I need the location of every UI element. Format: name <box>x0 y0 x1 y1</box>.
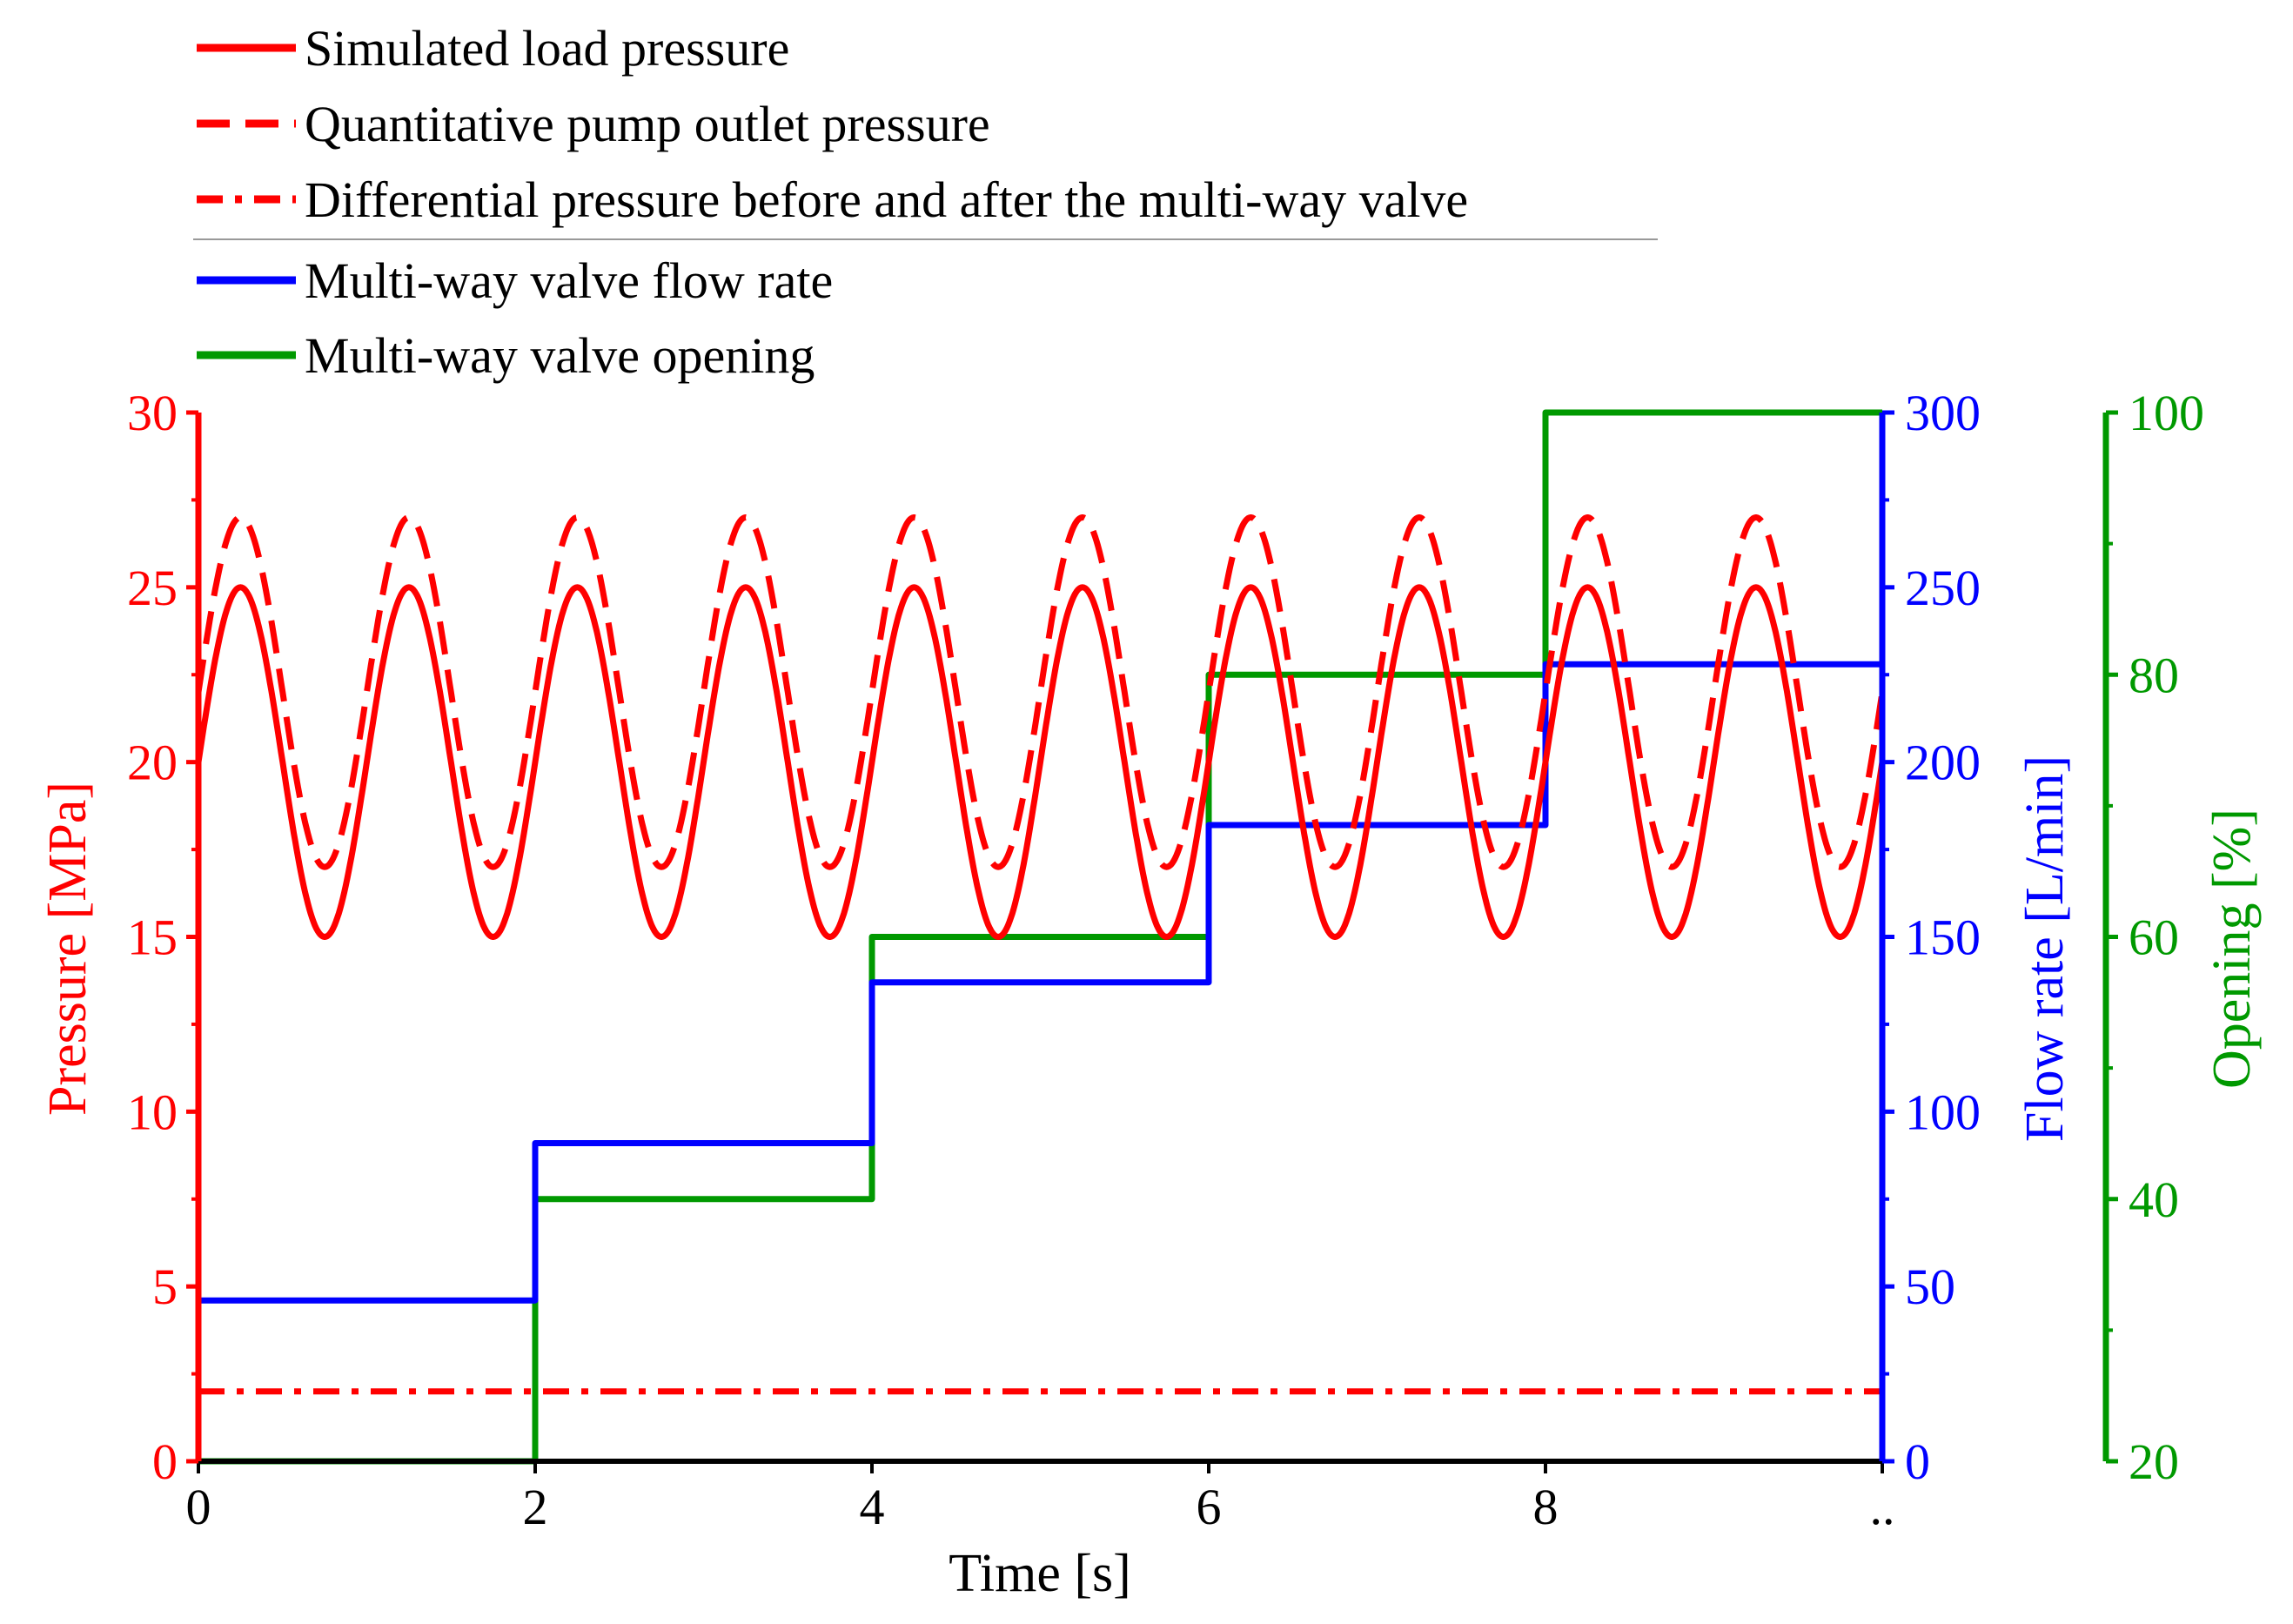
pressure-tick-label: 30 <box>127 385 178 441</box>
legend-entry-opening: Multi-way valve opening <box>197 327 815 384</box>
legend-label-pump-outlet-pressure: Quantitative pump outlet pressure <box>305 96 990 152</box>
legend-entry-load-pressure: Simulated load pressure <box>197 20 789 77</box>
opening-axis-title: Opening [%] <box>2202 809 2262 1089</box>
pressure-axis-title: Pressure [MPa] <box>38 782 97 1116</box>
x-tick-label: 2 <box>523 1479 548 1535</box>
legend-label-differential-pressure: Differential pressure before and after t… <box>305 171 1468 228</box>
opening-tick-label: 60 <box>2129 909 2179 966</box>
flow-rate-tick-label: 0 <box>1905 1433 1930 1490</box>
series-quantitative-pump-outlet-pressure <box>195 514 1886 870</box>
x-axis-title: Time [s] <box>949 1544 1131 1603</box>
opening-tick-label: 100 <box>2129 385 2204 441</box>
legend-label-opening: Multi-way valve opening <box>305 327 815 384</box>
legend-entry-differential-pressure: Differential pressure before and after t… <box>197 171 1468 228</box>
legend-entry-pump-outlet-pressure: Quantitative pump outlet pressure <box>197 96 990 152</box>
legend-label-load-pressure: Simulated load pressure <box>305 20 789 77</box>
pressure-tick-label: 20 <box>127 735 178 791</box>
opening-tick-label: 80 <box>2129 647 2179 703</box>
flow-rate-tick-label: 300 <box>1905 385 1981 441</box>
x-tick-label: 0 <box>186 1479 211 1535</box>
series-simulated-load-pressure <box>195 584 1886 940</box>
x-tick-label: 6 <box>1197 1479 1222 1535</box>
legend-entry-flow-rate: Multi-way valve flow rate <box>197 252 833 309</box>
pressure-tick-label: 15 <box>127 909 178 966</box>
pressure-tick-label: 10 <box>127 1084 178 1140</box>
x-tick-label: 4 <box>860 1479 885 1535</box>
x-tick-label: .. <box>1870 1479 1895 1535</box>
axes-layer: 0 2 4 6 8 ..051015202530050100150200250300204… <box>127 385 2204 1535</box>
flow-rate-tick-label: 200 <box>1905 735 1981 791</box>
flow-rate-tick-label: 50 <box>1905 1258 1955 1315</box>
pressure-tick-label: 5 <box>152 1258 178 1315</box>
opening-tick-label: 20 <box>2129 1433 2179 1490</box>
flow-rate-tick-label: 250 <box>1905 560 1981 616</box>
series-layer <box>195 409 1886 1465</box>
opening-tick-label: 40 <box>2129 1171 2179 1228</box>
flow-rate-axis-title: Flow rate [L/min] <box>2015 755 2075 1142</box>
legend-label-flow-rate: Multi-way valve flow rate <box>305 252 833 309</box>
flow-rate-tick-label: 100 <box>1905 1084 1981 1140</box>
series-multi-way-valve-opening <box>198 409 1882 1465</box>
series-multi-way-valve-flow-rate <box>195 661 1882 1461</box>
legend: Simulated load pressure Quantitative pum… <box>193 20 1658 384</box>
pressure-tick-label: 25 <box>127 560 178 616</box>
pressure-tick-label: 0 <box>152 1433 178 1490</box>
x-tick-label: 8 <box>1533 1479 1559 1535</box>
flow-rate-tick-label: 150 <box>1905 909 1981 966</box>
